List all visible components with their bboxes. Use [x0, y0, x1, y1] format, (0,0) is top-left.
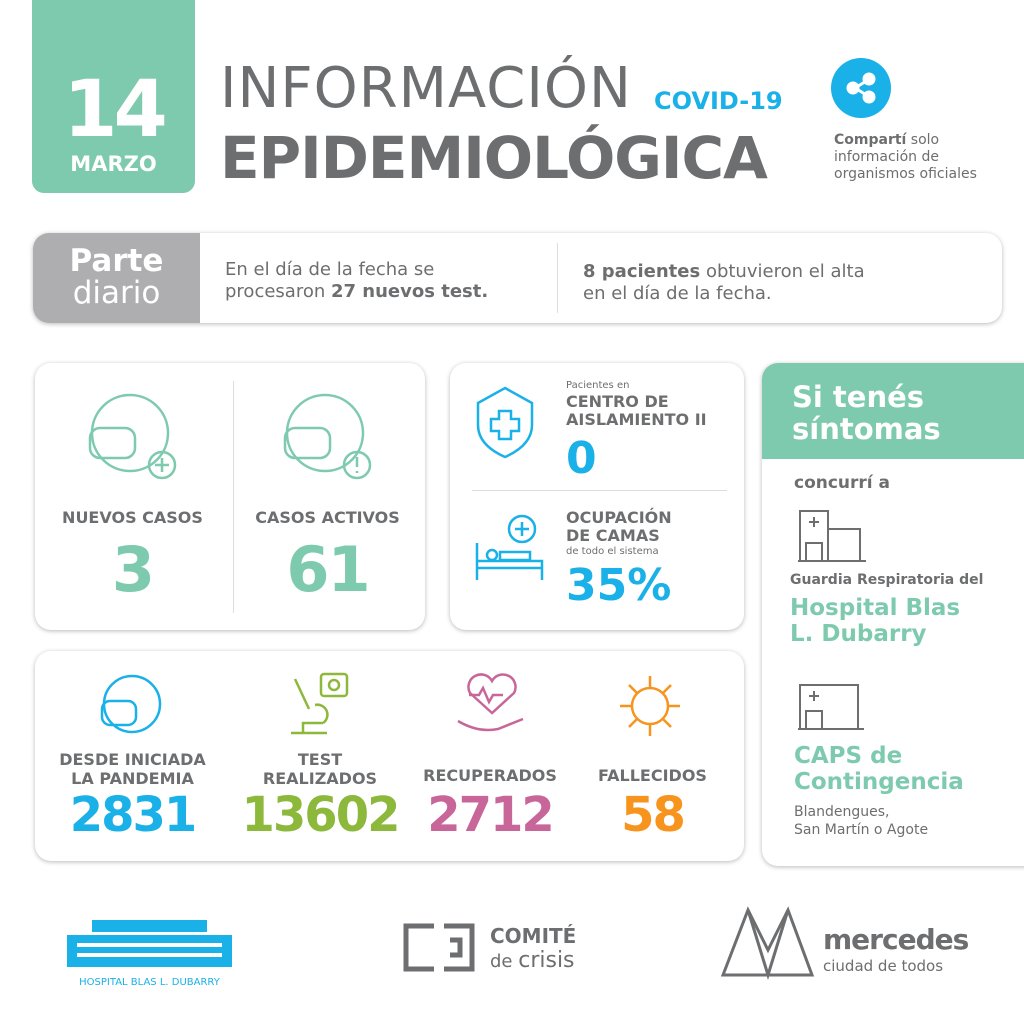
total-label-line2: FALLECIDOS: [598, 766, 707, 785]
new-cases-value: 3: [111, 533, 155, 606]
cases-divider: [233, 381, 234, 613]
hospital-divider: [472, 490, 727, 491]
hospital-building-icon: [798, 510, 866, 562]
comite-line1: COMITÉ: [490, 924, 577, 948]
symptoms-title2: síntomas: [792, 412, 941, 446]
go-to-label: concurrí a: [794, 473, 891, 493]
microscope-icon: [291, 672, 349, 735]
date-month: MARZO: [70, 152, 157, 176]
total-label-line2: REALIZADOS: [262, 769, 378, 788]
bed-icon: [475, 514, 544, 580]
comite-de: de: [490, 951, 519, 972]
share-note-bold: Compartí: [834, 132, 907, 148]
tests-bold: 27 nuevos test.: [330, 281, 489, 302]
share-icon[interactable]: [831, 58, 891, 118]
discharges-bold: 8 pacientes: [583, 261, 701, 282]
title-line2: EPIDEMIOLÓGICA: [220, 124, 768, 192]
isolation-small: Pacientes en: [566, 380, 630, 391]
total-label: RECUPERADOS: [410, 766, 570, 785]
hospital-name: Hospital Blas L. Dubarry: [790, 595, 960, 647]
share-note-rest: solo: [906, 132, 940, 148]
caps-building-icon: [798, 684, 864, 730]
date-badge: 14 MARZO: [32, 0, 195, 193]
active-cases-label: CASOS ACTIVOS: [255, 508, 400, 527]
caps-address: Blandengues, San Martín o Agote: [794, 803, 928, 839]
caps-address2: San Martín o Agote: [794, 822, 929, 838]
discharges-line2: en el día de la fecha.: [583, 283, 772, 304]
total-label: FALLECIDOS: [570, 766, 735, 785]
parte-diario-bar: Parte diario En el día de la fecha se pr…: [33, 233, 1002, 323]
symptoms-title1: Si tenés: [792, 380, 925, 414]
isolation-title2: AISLAMIENTO II: [566, 410, 707, 429]
hospital-card: Pacientes en CENTRO DE AISLAMIENTO II 0 O…: [450, 363, 744, 630]
shield-cross-icon: [476, 386, 534, 459]
mask-plus-icon: [88, 393, 177, 480]
title-line1: INFORMACIÓN: [220, 56, 632, 121]
comite-line2: de crisis: [490, 948, 575, 973]
tests-line1: En el día de la fecha se: [225, 259, 435, 280]
symptoms-panel: Si tenés síntomas concurrí a Guardia Resp…: [762, 363, 1024, 866]
date-day: 14: [63, 65, 168, 155]
beds-small: de todo el sistema: [566, 546, 659, 557]
heart-hand-icon: [457, 673, 524, 732]
totals-card: DESDE INICIADA LA PANDEMIA 2831 TEST REALIZA…: [35, 651, 744, 861]
active-cases-value: 61: [286, 533, 370, 606]
mercedes-tagline: ciudad de todos: [823, 957, 944, 975]
parte-label-2: diario: [72, 275, 161, 311]
total-label-line2: RECUPERADOS: [423, 766, 557, 785]
total-label: TEST REALIZADOS: [230, 750, 410, 788]
mercedes-logo: mercedes ciudad de todos: [720, 905, 980, 981]
beds-title1: OCUPACIÓN: [566, 508, 672, 527]
total-value: 58: [621, 787, 686, 843]
new-cases-label: NUEVOS CASOS: [62, 508, 203, 527]
symptoms-header: Si tenés síntomas: [762, 363, 1024, 459]
guardia-label: Guardia Respiratoria del: [790, 572, 984, 588]
cases-card: NUEVOS CASOS 3 CASOS ACTIVOS 61: [35, 363, 425, 630]
hospital-logo: HOSPITAL BLAS L. DUBARRY: [62, 915, 237, 990]
hospital-name1: Hospital Blas: [790, 595, 961, 621]
comite-crisis: crisis: [518, 948, 575, 973]
total-value: 2712: [427, 787, 555, 843]
isolation-title1: CENTRO DE: [566, 392, 669, 411]
hospital-name2: L. Dubarry: [790, 621, 927, 647]
isolation-title: CENTRO DE AISLAMIENTO II: [566, 393, 707, 429]
total-label-line1: TEST: [297, 750, 343, 769]
beds-title2: DE CAMAS: [566, 526, 660, 545]
beds-title: OCUPACIÓN DE CAMAS: [566, 509, 672, 545]
discharges-text: 8 pacientes obtuvieron el alta en el día…: [583, 261, 865, 305]
virus-icon: [620, 676, 680, 736]
total-value: 2831: [69, 787, 198, 843]
total-label: DESDE INICIADA LA PANDEMIA: [35, 750, 230, 788]
parte-label: Parte diario: [33, 233, 200, 323]
total-label-line2: LA PANDEMIA: [71, 769, 194, 788]
isolation-value: 0: [566, 433, 597, 484]
beds-value: 35%: [566, 560, 672, 611]
caps-name2: Contingencia: [794, 769, 964, 795]
share-note-line3: organismos oficiales: [834, 166, 977, 182]
mercedes-name: mercedes: [823, 923, 969, 956]
covid-tag: COVID-19: [654, 87, 783, 115]
hospital-logo-text: HOSPITAL BLAS L. DUBARRY: [79, 977, 220, 988]
mask-icon: [100, 674, 162, 734]
total-label-line1: DESDE INICIADA: [59, 750, 206, 769]
caps-address1: Blandengues,: [794, 804, 890, 820]
caps-name1: CAPS de: [794, 743, 903, 769]
tests-pre: procesaron: [225, 281, 331, 302]
share-note: Compartí solo información de organismos …: [834, 132, 977, 183]
comite-logo: COMITÉ de crisis: [396, 920, 586, 980]
share-note-line2: información de: [834, 149, 939, 165]
parte-label-1: Parte: [69, 243, 164, 279]
discharges-rest: obtuvieron el alta: [700, 261, 865, 282]
caps-name: CAPS de Contingencia: [794, 743, 964, 795]
tests-text: En el día de la fecha se procesaron 27 n…: [225, 259, 488, 303]
divider: [557, 243, 558, 313]
mask-alert-icon: [283, 393, 372, 480]
total-value: 13602: [241, 787, 401, 843]
